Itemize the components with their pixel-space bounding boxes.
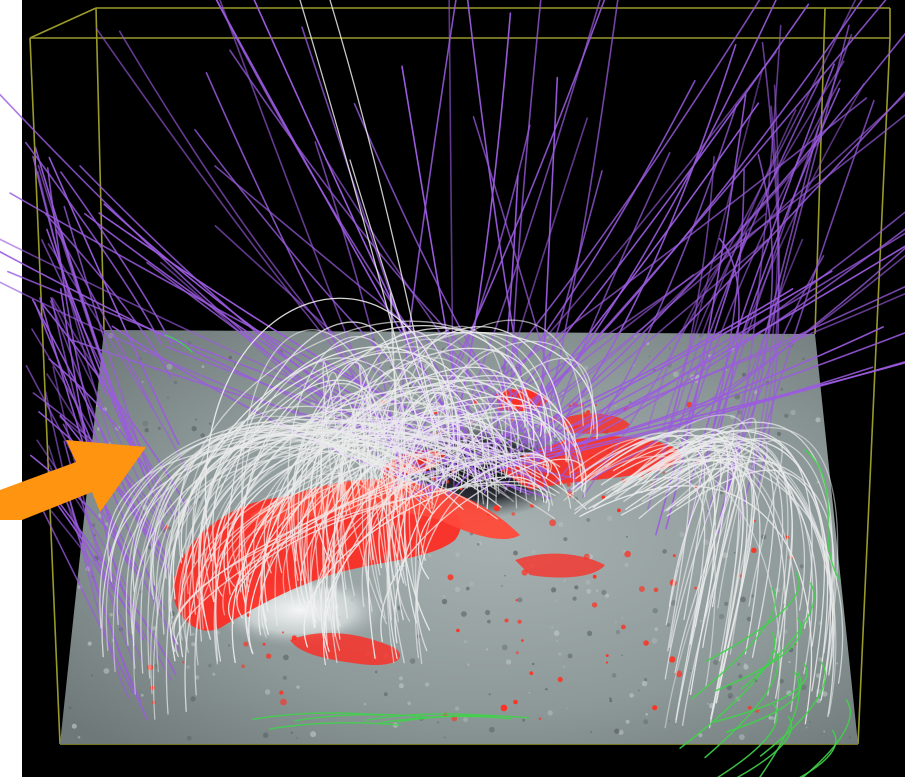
closed-field-lines xyxy=(99,0,844,729)
green-field-lines xyxy=(164,334,851,777)
left-margin xyxy=(0,0,22,777)
orange-arrow-pointer xyxy=(0,440,146,520)
